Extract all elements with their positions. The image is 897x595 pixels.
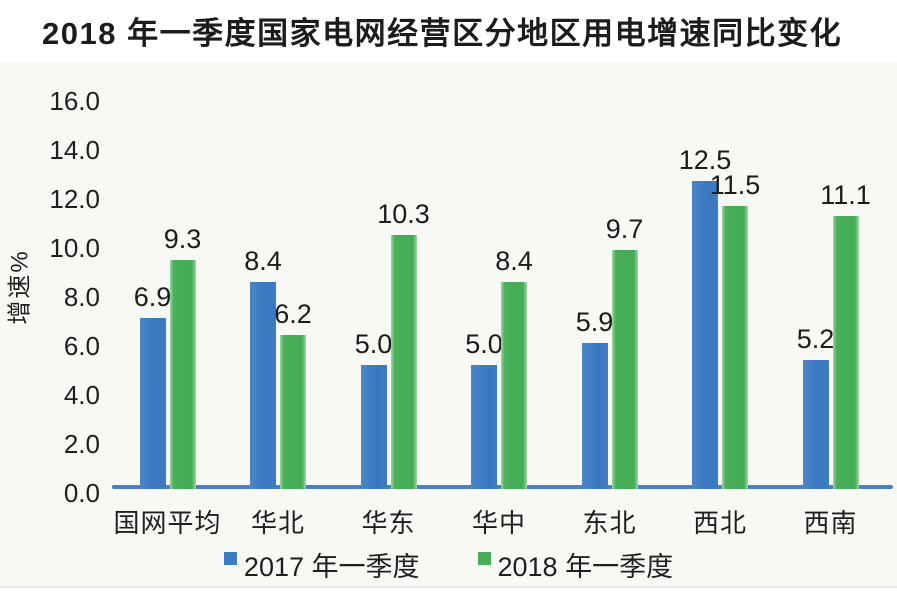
bar-series0-4 [581,342,608,489]
x-category-label: 华北 [250,508,305,538]
bar-value-label: 6.9 [133,282,172,313]
legend-swatch-icon [223,552,237,565]
y-tick-label: 16.0 [49,86,100,116]
bar-value-label: 5.0 [465,328,503,359]
y-tick-label: 14.0 [49,135,100,165]
bar-value-label: 11.1 [820,179,871,210]
bar-series0-6 [802,359,829,489]
bar-series1-2 [390,235,417,489]
bar-value-label: 9.3 [163,223,202,254]
x-category-label: 国网平均 [113,508,222,538]
bar-series1-0 [169,259,196,489]
bar-series0-0 [139,318,166,489]
bar-series1-6 [832,215,859,489]
legend-item-1: 2018 年一季度 [477,545,674,584]
bar-value-label: 9.7 [605,213,644,244]
bar-series0-1 [250,281,276,489]
legend: 2017 年一季度 2018 年一季度 [0,545,897,584]
chart-title: 2018 年一季度国家电网经营区分地区用电增速同比变化 [42,16,843,51]
bar-series0-2 [360,364,387,489]
bar-series1-3 [501,281,527,489]
bar-series0-3 [471,364,497,489]
y-tick-label: 6.0 [63,331,100,361]
bar-series1-5 [722,205,748,489]
x-category-label: 西北 [692,508,747,538]
legend-swatch-icon [477,552,491,565]
x-category-label: 东北 [582,508,637,538]
bar-value-label: 8.4 [244,245,282,276]
bar-value-label: 8.4 [495,245,533,276]
legend-label: 2018 年一季度 [497,552,674,582]
x-category-label: 西南 [803,508,858,538]
bar-series0-5 [692,181,718,489]
bar-series1-1 [280,335,306,489]
y-tick-label: 8.0 [63,282,100,312]
y-tick-label: 10.0 [49,233,100,263]
x-category-label: 华中 [471,508,526,538]
bar-value-label: 10.3 [377,199,430,230]
bar-series1-4 [611,249,638,489]
bar-value-label: 12.5 [678,145,732,176]
legend-item-0: 2017 年一季度 [223,545,420,584]
y-tick-label: 4.0 [63,380,100,410]
x-category-label: 华东 [361,508,416,538]
bar-value-label: 6.2 [274,299,312,330]
bar-value-label: 5.2 [796,323,835,354]
legend-label: 2017 年一季度 [243,552,420,582]
y-tick-label: 2.0 [63,429,100,459]
y-tick-label: 12.0 [49,184,100,214]
bar-value-label: 5.9 [575,306,614,337]
y-tick-label: 0.0 [63,478,100,508]
bar-value-label: 5.0 [354,328,393,359]
bar-value-label: 11.5 [709,169,761,200]
